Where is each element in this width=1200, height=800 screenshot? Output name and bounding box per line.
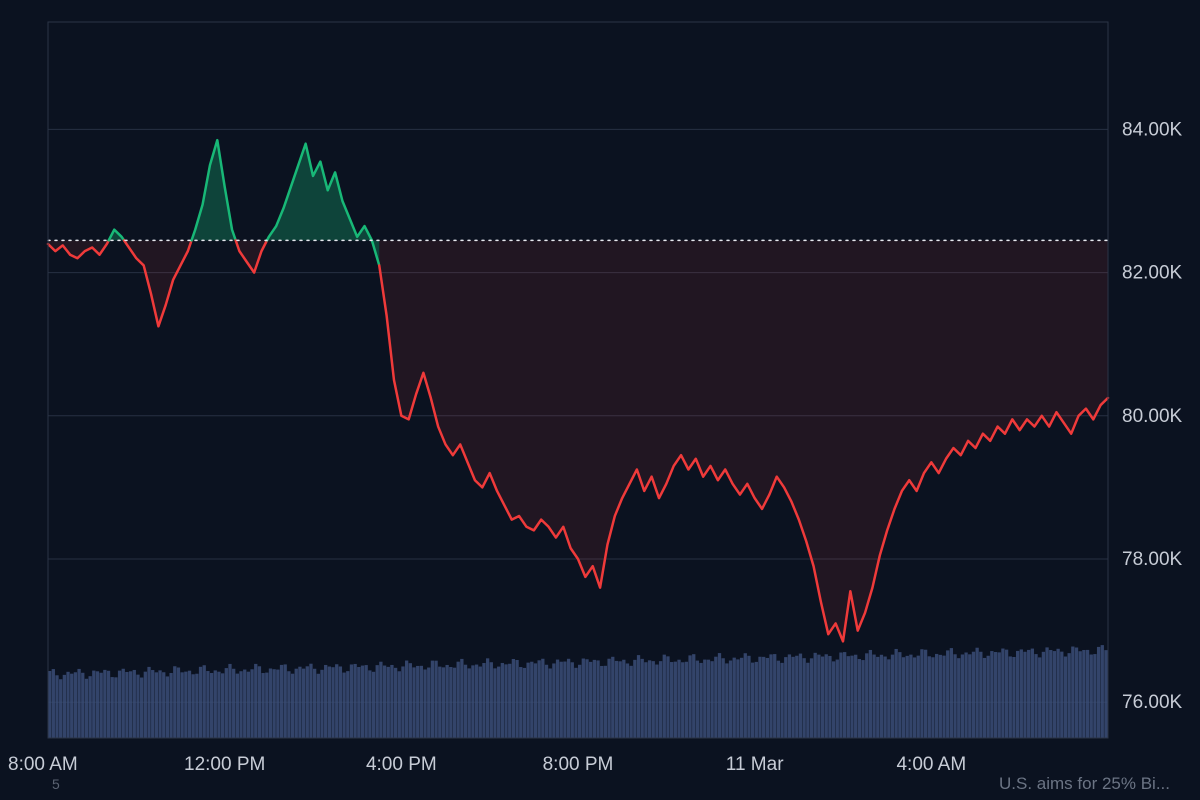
x-axis-label: 4:00 PM [366, 754, 437, 775]
y-axis-label: 82.00K [1122, 263, 1183, 284]
news-ticker: U.S. aims for 25% Bi... [999, 774, 1170, 794]
chart-svg: 76.00K 78.00K 80.00K 82.00K 84.00K 8:00 AM 12… [0, 0, 1200, 800]
x-axis-label: 8:00 AM [8, 754, 78, 775]
y-axis-label: 76.00K [1122, 692, 1183, 713]
price-chart[interactable]: 76.00K 78.00K 80.00K 82.00K 84.00K 8:00 AM 12… [0, 0, 1200, 800]
x-axis-label: 8:00 PM [543, 754, 614, 775]
y-axis-label: 84.00K [1122, 119, 1183, 140]
footer-small-mark: 5 [52, 776, 60, 792]
y-axis-label: 78.00K [1122, 549, 1183, 570]
x-axis-label: 11 Mar [726, 754, 784, 775]
y-axis-label: 80.00K [1122, 406, 1183, 427]
x-axis-label: 4:00 AM [896, 754, 966, 775]
x-axis-label: 12:00 PM [184, 754, 265, 775]
